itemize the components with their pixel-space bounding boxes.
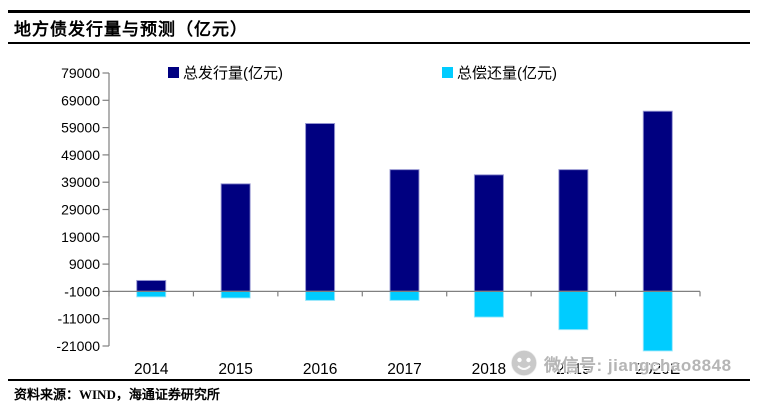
x-axis-label-2018: 2018 xyxy=(472,361,506,378)
x-axis-label-2017: 2017 xyxy=(387,361,421,378)
chart-legend: 总发行量(亿元) 总偿还量(亿元) xyxy=(0,62,758,83)
bar-issuance-2014 xyxy=(136,279,167,292)
y-axis-tick-label: 19000 xyxy=(61,229,100,245)
y-axis-tick-label: 69000 xyxy=(61,92,100,108)
repayment-swatch-icon xyxy=(442,67,453,78)
y-axis-tick-label: -21000 xyxy=(56,338,100,354)
y-axis-tick-label: 59000 xyxy=(61,120,100,136)
bar-issuance-2018 xyxy=(473,174,504,292)
legend-label-repayment: 总偿还量(亿元) xyxy=(457,65,557,82)
source-note: 资料来源：WIND，海通证券研究所 xyxy=(14,387,220,402)
x-axis-label-2014: 2014 xyxy=(134,361,169,378)
issuance-swatch-icon xyxy=(168,67,179,78)
top-divider xyxy=(8,10,750,13)
bar-issuance-2016 xyxy=(305,123,336,292)
bar-issuance-2019 xyxy=(558,169,589,292)
y-axis-tick-label: 79000 xyxy=(61,65,100,81)
y-axis-tick-label: 49000 xyxy=(61,147,100,163)
bar-issuance-2017 xyxy=(389,169,420,292)
x-axis-label-2020E: 2020E xyxy=(635,361,680,378)
x-axis-label-2019: 2019 xyxy=(556,361,590,378)
y-axis-tick-label: 29000 xyxy=(61,202,100,218)
bar-repayment-2020E xyxy=(642,290,673,352)
legend-label-issuance: 总发行量(亿元) xyxy=(183,65,283,82)
legend-item-repayment: 总偿还量(亿元) xyxy=(442,62,557,83)
bar-repayment-2015 xyxy=(220,290,251,299)
bar-repayment-2018 xyxy=(473,290,504,318)
footer-divider xyxy=(8,379,750,381)
bar-issuance-2020E xyxy=(642,110,673,292)
bar-repayment-2016 xyxy=(305,290,336,301)
x-axis-label-2015: 2015 xyxy=(218,361,252,378)
chart-title: 地方债发行量与预测（亿元） xyxy=(14,20,248,39)
y-axis-tick-label: 9000 xyxy=(69,256,100,272)
y-axis-tick-label: -11000 xyxy=(57,311,100,327)
y-axis-tick-label: -1000 xyxy=(64,283,100,299)
y-axis-tick-label: 39000 xyxy=(61,174,100,190)
bar-repayment-2017 xyxy=(389,290,420,301)
bar-repayment-2019 xyxy=(558,290,589,331)
x-axis-label-2016: 2016 xyxy=(303,361,337,378)
bar-issuance-2015 xyxy=(220,183,251,292)
title-divider xyxy=(8,42,750,44)
bar-repayment-2014 xyxy=(136,290,167,298)
legend-item-issuance: 总发行量(亿元) xyxy=(168,62,283,83)
